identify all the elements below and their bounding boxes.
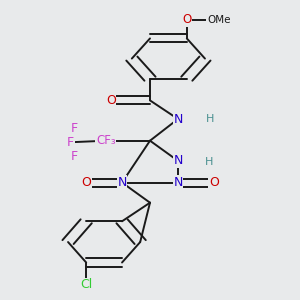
Text: OMe: OMe xyxy=(207,15,230,25)
Text: N: N xyxy=(173,112,183,125)
Text: F: F xyxy=(67,136,74,149)
Text: F: F xyxy=(70,150,77,163)
Text: H: H xyxy=(205,158,213,167)
Text: O: O xyxy=(182,13,191,26)
Text: F: F xyxy=(70,122,77,135)
Text: CF₃: CF₃ xyxy=(96,134,116,147)
Text: H: H xyxy=(206,114,214,124)
Text: O: O xyxy=(209,176,219,189)
Text: N: N xyxy=(117,176,127,189)
Text: N: N xyxy=(173,154,183,167)
Text: Cl: Cl xyxy=(80,278,92,291)
Text: O: O xyxy=(106,94,116,107)
Text: N: N xyxy=(173,176,183,189)
Text: O: O xyxy=(81,176,91,189)
